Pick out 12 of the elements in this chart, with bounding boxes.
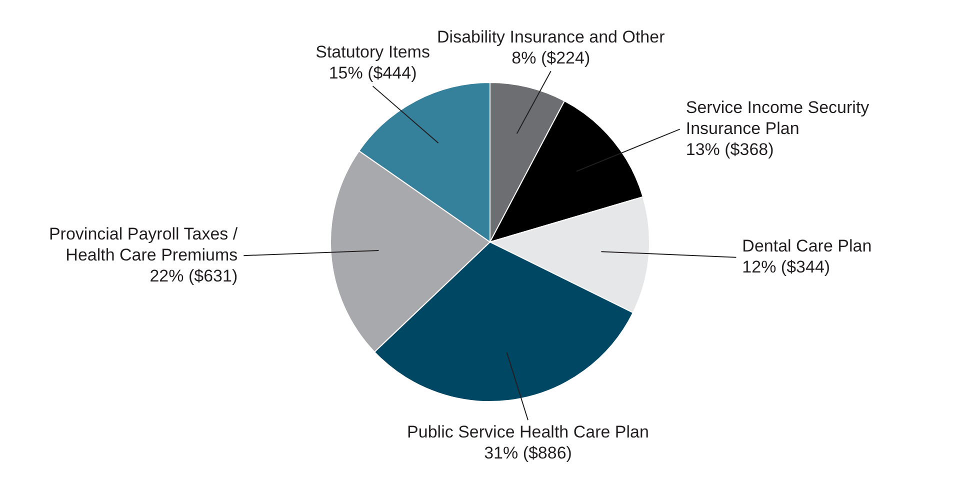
data-label: 31% ($886) <box>484 443 572 462</box>
data-label: 13% ($368) <box>686 140 774 159</box>
slice-label: Service Income Security Insurance Plan <box>686 98 870 138</box>
slice-label: Dental Care Plan <box>742 236 872 256</box>
data-label: 12% ($344) <box>742 258 830 277</box>
data-label: 8% ($224) <box>512 48 590 68</box>
slice-label: Disability Insurance and Other <box>437 27 666 46</box>
slice-label: Provincial Payroll Taxes / Health Care Premiums <box>48 224 238 264</box>
data-label: 15% ($444) <box>328 63 417 82</box>
slice-label: Public Service Health Care Plan <box>407 422 649 442</box>
slice-label: Statutory Items <box>316 42 430 62</box>
data-label: 22% ($631) <box>150 266 238 286</box>
